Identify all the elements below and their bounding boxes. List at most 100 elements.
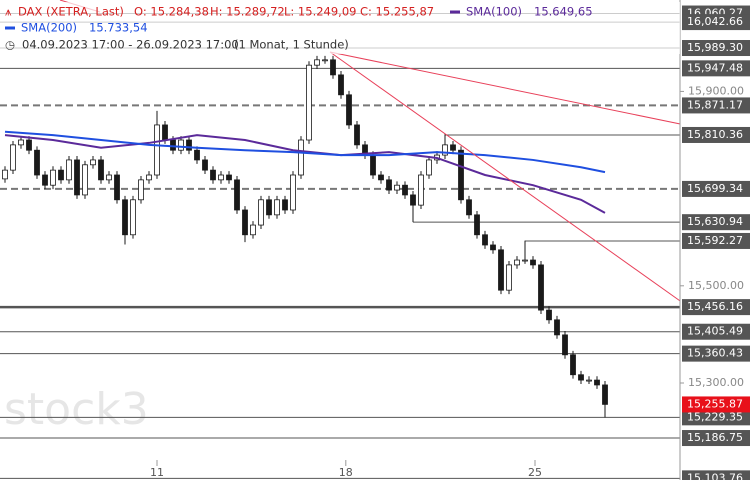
- candle-body: [370, 154, 376, 176]
- candle-body: [2, 169, 8, 180]
- candle-body: [290, 174, 296, 211]
- candle-body: [514, 259, 520, 266]
- candle-body: [322, 59, 328, 62]
- level-box: [682, 14, 750, 31]
- resolution: (1 Monat, 1 Stunde): [234, 38, 349, 52]
- candle-body: [18, 139, 24, 146]
- level-label: 15,947.48: [687, 61, 743, 74]
- candle-body: [234, 179, 240, 211]
- candle-body: [242, 209, 248, 236]
- legend: ⩚ DAX (XETRA, Last) O: 15.284,38 H: 15.2…: [0, 2, 680, 54]
- candle-body: [578, 374, 584, 381]
- level-box: [682, 126, 750, 143]
- candle-body: [282, 199, 288, 211]
- candle-body: [538, 264, 544, 311]
- candle-body: [258, 199, 264, 226]
- candle-body: [458, 149, 464, 201]
- candle-body: [266, 199, 272, 216]
- candle-body: [506, 264, 512, 291]
- candle-body: [114, 174, 120, 201]
- legend-name: SMA(200): [21, 21, 77, 35]
- level-label: 15,229.35: [687, 410, 743, 423]
- candle-body: [90, 159, 96, 166]
- level-label: 15,360.43: [687, 347, 743, 360]
- candle-body: [42, 174, 48, 186]
- candle-body: [466, 199, 472, 216]
- trend-line: [329, 51, 691, 309]
- x-tick-label: 18: [339, 466, 353, 479]
- candle-body: [330, 59, 336, 76]
- legend-bg: [0, 2, 680, 54]
- candle-body: [410, 194, 416, 206]
- candle-body: [482, 234, 488, 246]
- candle-body: [546, 309, 552, 321]
- ohlc-close: C: 15.255,87: [360, 5, 434, 19]
- candle-body: [586, 379, 592, 382]
- candle-body: [186, 139, 192, 151]
- candle-body: [130, 199, 136, 236]
- candle-body: [218, 174, 224, 181]
- candle-body: [426, 159, 432, 176]
- level-box: [682, 470, 750, 480]
- candle-body: [162, 124, 168, 141]
- candle-body: [154, 124, 160, 176]
- candle-body: [570, 354, 576, 376]
- level-label: 15,699.34: [687, 182, 743, 195]
- x-tick-label: 11: [150, 466, 164, 479]
- candle-body: [226, 174, 232, 181]
- sma-line: [4, 130, 606, 174]
- level-box: [682, 409, 750, 426]
- candle-body: [554, 319, 560, 336]
- level-box: [682, 97, 750, 114]
- candle-body: [562, 334, 568, 356]
- x-tick-label: 25: [528, 466, 542, 479]
- candle-body: [386, 179, 392, 191]
- candle-body: [474, 214, 480, 236]
- ohlc-low: L: 15.249,09: [284, 5, 356, 19]
- level-label: 15,871.17: [687, 98, 743, 111]
- candle-body: [122, 199, 128, 236]
- level-box: [682, 60, 750, 77]
- candle-body: [202, 159, 208, 171]
- candle-body: [338, 74, 344, 96]
- candle-body: [498, 249, 504, 291]
- candle-body: [178, 139, 184, 151]
- candle-body: [594, 379, 600, 386]
- candle-body: [250, 224, 256, 236]
- candle-body: [490, 244, 496, 251]
- level-box: [682, 232, 750, 249]
- candle-body: [146, 174, 152, 181]
- level-box: [682, 345, 750, 362]
- level-box: [682, 323, 750, 340]
- instrument: DAX (XETRA, Last): [18, 5, 124, 19]
- candle-body: [58, 169, 64, 181]
- candle-body: [50, 169, 56, 186]
- level-box: [682, 40, 750, 57]
- candle-body: [98, 159, 104, 181]
- ohlc-high: H: 15.289,72: [210, 5, 285, 19]
- candle-body: [274, 199, 280, 216]
- y-tick-label: 15,500.00: [688, 279, 744, 292]
- candle-body: [26, 139, 32, 151]
- candle-body: [10, 144, 16, 171]
- candle-body: [442, 144, 448, 156]
- period: 04.09.2023 17:00 - 26.09.2023 17:00: [22, 38, 239, 52]
- watermark: stock3: [4, 384, 149, 435]
- y-tick-label: 15,300.00: [688, 376, 744, 389]
- candle-body: [138, 179, 144, 201]
- candle-body: [74, 159, 80, 196]
- candle-body: [34, 149, 40, 176]
- level-box: [682, 214, 750, 231]
- trend-line: [329, 51, 691, 127]
- candle-body: [418, 174, 424, 206]
- candle-body: [450, 144, 456, 151]
- level-label: 15,810.36: [687, 128, 743, 141]
- y-tick-label: 15,900.00: [688, 84, 744, 97]
- level-label: 15,103.76: [687, 471, 743, 480]
- candle-body: [530, 259, 536, 266]
- level-box: [682, 430, 750, 447]
- candle-body: [346, 94, 352, 126]
- candle-body: [378, 174, 384, 181]
- candle-body: [66, 159, 72, 181]
- level-label: 15,456.16: [687, 300, 743, 313]
